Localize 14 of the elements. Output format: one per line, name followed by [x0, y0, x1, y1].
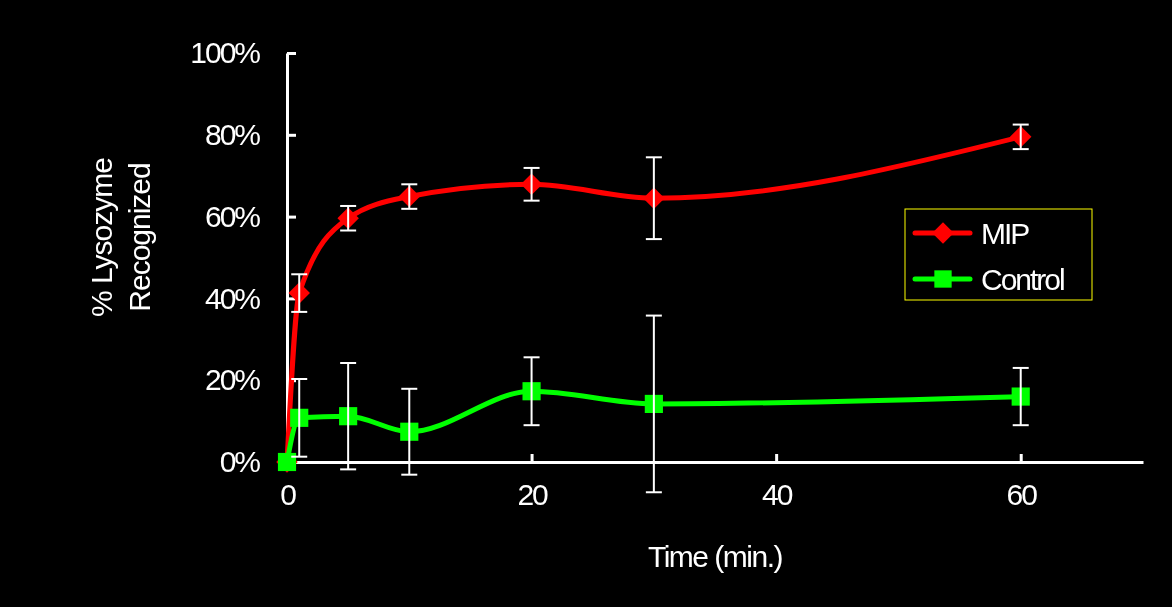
y-tick-label: 80% — [204, 117, 261, 151]
y-axis-title: % Lysozyme Recognized — [85, 157, 156, 317]
y-tick-label: 20% — [204, 363, 261, 397]
x-axis-title: Time (min.) — [647, 540, 783, 573]
y-tick-label: 60% — [204, 199, 261, 233]
y-tick-label: 40% — [204, 281, 261, 315]
x-tick-label: 60 — [1006, 478, 1038, 512]
legend-label: Control — [981, 263, 1065, 296]
legend-label: MIP — [981, 217, 1030, 250]
x-tick-label: 20 — [517, 478, 549, 512]
y-tick-label: 100% — [190, 36, 261, 70]
x-tick-label: 0 — [280, 478, 297, 512]
y-tick-label: 0% — [219, 445, 261, 479]
x-tick-label: 40 — [761, 478, 793, 512]
